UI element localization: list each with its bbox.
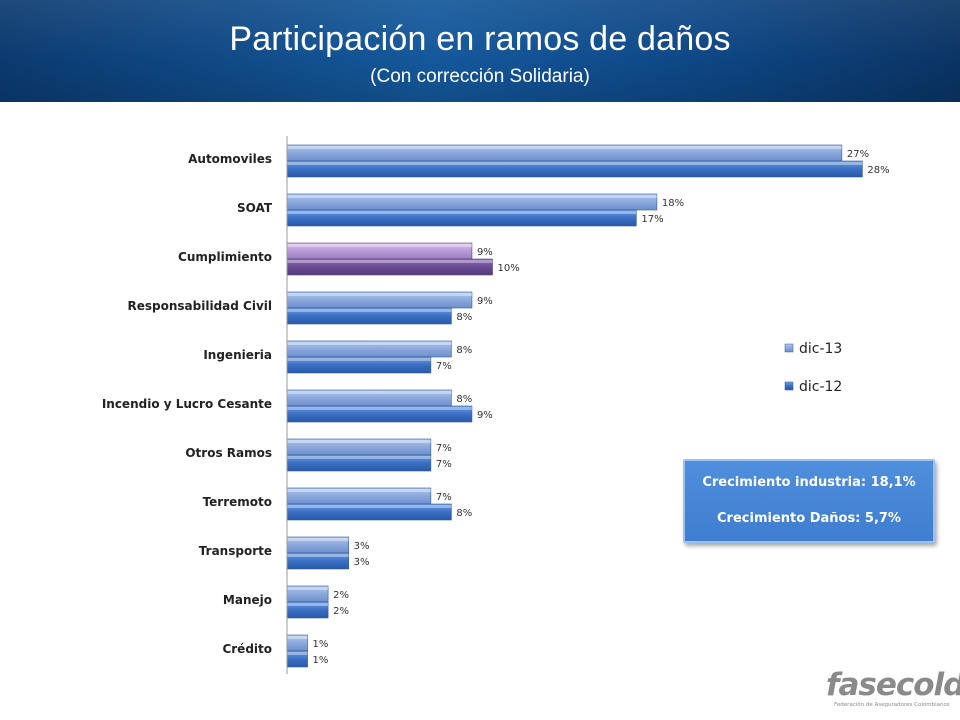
bar-highlight (287, 456, 431, 459)
legend-swatch-dic-13 (784, 343, 794, 353)
category-label: Crédito (222, 642, 272, 656)
bar-highlight (287, 391, 452, 394)
category-label: Cumplimiento (178, 250, 272, 264)
header-banner: Participación en ramos de daños (Con cor… (0, 0, 960, 102)
data-label-dic-13: 8% (456, 345, 472, 356)
bar-highlight (287, 244, 472, 247)
category-label: Transporte (199, 544, 272, 558)
category-label: Responsabilidad Civil (128, 299, 273, 313)
legend: dic-13 dic-12 (784, 341, 842, 395)
bar-highlight (287, 505, 452, 508)
bar-highlight (287, 309, 452, 312)
bar-highlight (287, 260, 493, 263)
data-label-dic-12: 17% (641, 214, 663, 225)
category-label: Incendio y Lucro Cesante (102, 397, 272, 411)
bar-highlight (287, 554, 349, 557)
data-label-dic-13: 1% (313, 639, 329, 650)
legend-label-dic-12: dic-12 (799, 379, 842, 395)
growth-callout: Crecimiento industria: 18,1% Crecimiento… (683, 459, 935, 543)
category-label: Ingenieria (203, 348, 272, 362)
bar-highlight (287, 146, 842, 149)
fasecolda-logo: fasecolda Federación de Aseguradores Col… (826, 668, 960, 712)
bar-highlight (287, 603, 329, 606)
data-label-dic-13: 27% (847, 149, 869, 160)
data-label-dic-12: 10% (498, 263, 520, 274)
bar-highlight (287, 652, 308, 655)
category-label: SOAT (237, 201, 273, 215)
bar-highlight (287, 195, 657, 198)
category-label: Manejo (223, 593, 272, 607)
bar-highlight (287, 342, 452, 345)
bars-layer (286, 144, 863, 668)
bar-highlight (287, 636, 308, 639)
logo-wordmark: fasecolda (826, 667, 960, 703)
bar-highlight (287, 489, 431, 492)
data-label-dic-12: 3% (354, 557, 370, 568)
data-label-dic-12: 8% (456, 508, 472, 519)
bar-highlight (287, 162, 863, 165)
data-label-dic-13: 8% (456, 394, 472, 405)
category-labels: Automoviles SOAT Cumplimiento Responsabilid… (102, 152, 273, 656)
data-label-dic-13: 7% (436, 492, 452, 503)
data-label-dic-13: 2% (333, 590, 349, 601)
bar-highlight (287, 358, 431, 361)
data-label-dic-12: 7% (436, 361, 452, 372)
bar-highlight (287, 587, 329, 590)
data-label-dic-13: 9% (477, 296, 493, 307)
callout-industry-growth: Crecimiento industria: 18,1% (702, 475, 916, 490)
data-label-dic-12: 2% (333, 606, 349, 617)
header-gradient (0, 0, 960, 102)
page-title: Participación en ramos de daños (229, 20, 731, 58)
page-subtitle: (Con corrección Solidaria) (370, 66, 590, 87)
category-label: Otros Ramos (185, 446, 272, 460)
data-label-dic-13: 18% (662, 198, 684, 209)
data-label-dic-13: 7% (436, 443, 452, 454)
data-label-dic-12: 8% (456, 312, 472, 323)
bar-highlight (287, 211, 637, 214)
category-label: Automoviles (188, 152, 272, 166)
legend-label-dic-13: dic-13 (799, 341, 842, 357)
category-label: Terremoto (203, 495, 272, 509)
bar-highlight (287, 538, 349, 541)
bar-highlight (287, 440, 431, 443)
callout-damages-growth: Crecimiento Daños: 5,7% (717, 511, 901, 526)
data-label-dic-12: 9% (477, 410, 493, 421)
data-labels: 27% 28% 18% 17% 9% 10% 9% 8% 8% 7% 8% 9% 7% 7% 7% 8% 3% 3… (313, 149, 890, 666)
data-label-dic-12: 7% (436, 459, 452, 470)
bar-highlight (287, 293, 472, 296)
data-label-dic-13: 3% (354, 541, 370, 552)
legend-swatch-dic-12 (784, 381, 794, 391)
data-label-dic-13: 9% (477, 247, 493, 258)
logo-tagline: Federación de Aseguradores Colombianos (834, 702, 950, 708)
data-label-dic-12: 28% (867, 165, 889, 176)
bar-highlight (287, 407, 472, 410)
data-label-dic-12: 1% (313, 655, 329, 666)
